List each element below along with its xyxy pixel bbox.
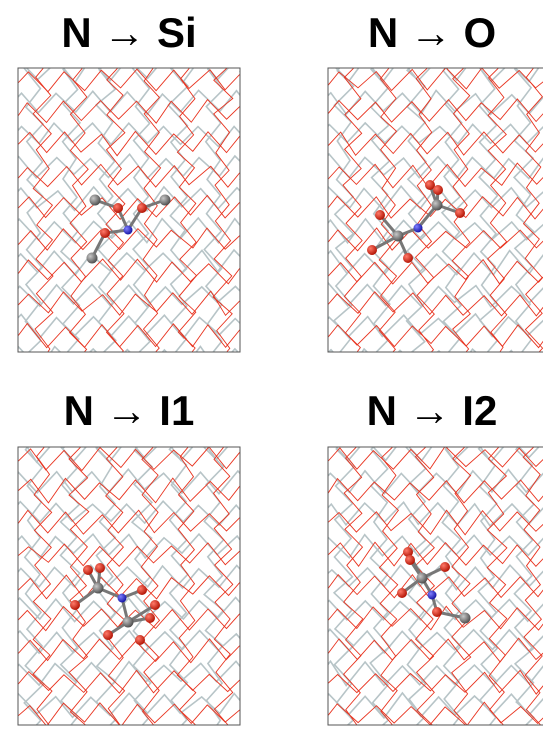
- oxygen-atom: [375, 210, 385, 220]
- framework-bond: [298, 54, 318, 378]
- panel-title: N → Si: [61, 9, 196, 56]
- oxygen-atom: [83, 565, 93, 575]
- panel: [298, 405, 543, 732]
- oxygen-atom: [397, 588, 407, 598]
- panel-title: N → O: [368, 9, 496, 56]
- oxygen-atom: [70, 600, 80, 610]
- oxygen-atom: [137, 585, 147, 595]
- oxygen-atom: [403, 253, 413, 263]
- oxygen-atom: [137, 203, 147, 213]
- oxygen-atom: [440, 562, 450, 572]
- panel: [0, 405, 304, 732]
- framework-bond: [310, 725, 543, 732]
- oxygen-atom: [113, 203, 123, 213]
- framework-bond: [249, 61, 269, 384]
- panel: [298, 26, 543, 387]
- carbon-atom: [93, 583, 104, 594]
- framework-bond: [322, 357, 543, 379]
- framework-bond: [285, 442, 304, 732]
- oxygen-atom: [433, 185, 443, 195]
- framework-bond: [240, 430, 260, 732]
- framework-bond: [307, 440, 327, 732]
- panel-background: [18, 447, 240, 725]
- panel: [0, 27, 305, 387]
- nitrogen-atom: [124, 226, 133, 235]
- oxygen-atom: [367, 245, 377, 255]
- oxygen-atom: [103, 630, 113, 640]
- carbon-atom: [123, 617, 134, 628]
- carbon-atom: [432, 200, 443, 211]
- oxygen-atom: [145, 613, 155, 623]
- framework-bond: [249, 440, 268, 732]
- framework-bond: [277, 51, 296, 375]
- nitrogen-atom: [428, 591, 437, 600]
- carbon-atom: [160, 195, 171, 206]
- framework-bond: [285, 61, 304, 387]
- framework-bond: [0, 51, 8, 375]
- oxygen-atom: [100, 228, 110, 238]
- carbon-atom: [393, 231, 404, 242]
- oxygen-atom: [405, 555, 415, 565]
- carbon-atom: [460, 613, 471, 624]
- framework-bond: [298, 432, 318, 732]
- panel-background: [328, 447, 543, 725]
- panel-title: N → I1: [64, 387, 195, 434]
- framework-bond: [3, 725, 272, 732]
- carbon-atom: [417, 573, 428, 584]
- panel-title: N → I2: [367, 387, 498, 434]
- framework-bond: [0, 442, 17, 732]
- oxygen-atom: [455, 208, 465, 218]
- framework-bond: [12, 355, 281, 380]
- framework-bond: [0, 62, 17, 385]
- carbon-atom: [87, 253, 98, 264]
- figure: N → Si N → O N → I1 N → I2: [0, 0, 543, 732]
- framework-bond: [240, 51, 260, 377]
- oxygen-atom: [432, 607, 442, 617]
- oxygen-atom: [95, 563, 105, 573]
- carbon-atom: [90, 195, 101, 206]
- oxygen-atom: [135, 635, 145, 645]
- page: N → Si N → O N → I1 N → I2 (() => { cons…: [0, 0, 543, 732]
- framework-bond: [308, 62, 327, 386]
- nitrogen-atom: [118, 594, 127, 603]
- lattices: [0, 26, 543, 732]
- framework-bond: [276, 431, 296, 732]
- nitrogen-atom: [414, 224, 423, 233]
- framework-bond: [0, 433, 8, 732]
- oxygen-atom: [150, 600, 160, 610]
